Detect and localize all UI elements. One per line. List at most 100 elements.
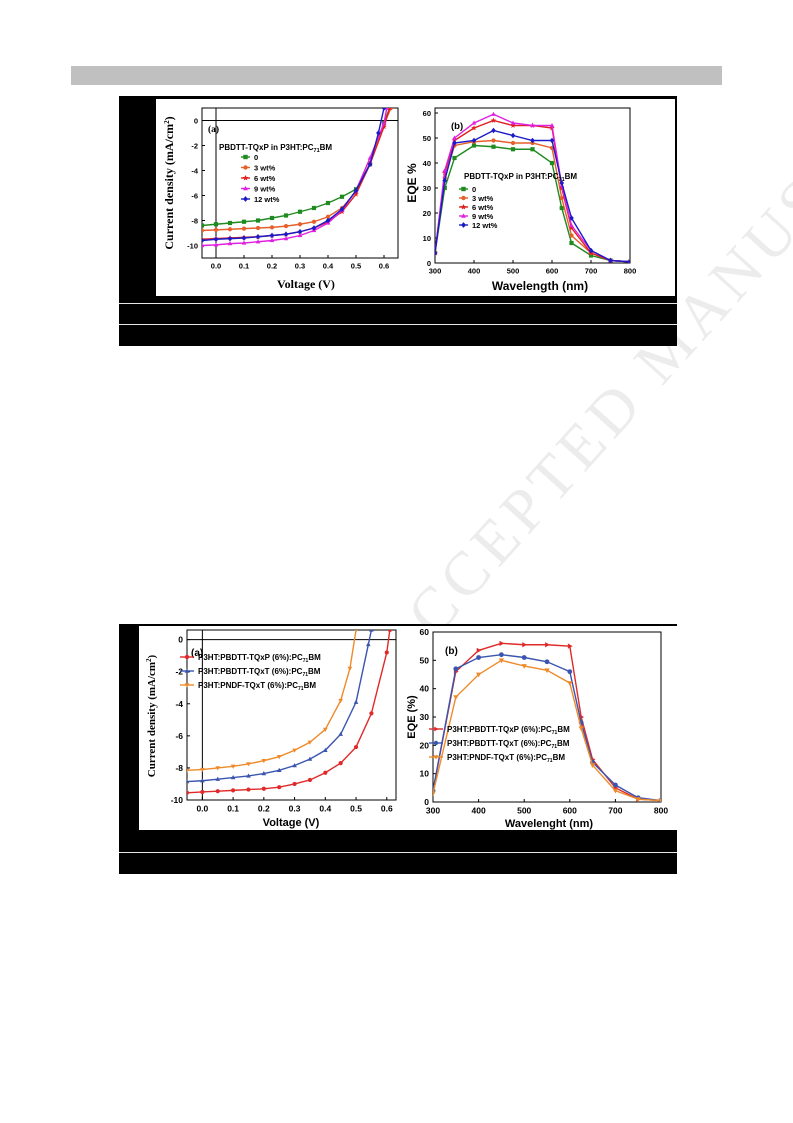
series-line xyxy=(433,659,661,802)
legend-marker xyxy=(461,195,466,201)
data-point xyxy=(213,222,219,227)
data-point xyxy=(227,241,233,246)
data-point xyxy=(491,144,496,149)
data-point xyxy=(323,770,328,775)
data-point xyxy=(292,748,297,753)
panel-tag: (a) xyxy=(191,648,203,659)
data-point xyxy=(277,785,282,790)
legend-marker xyxy=(184,654,190,660)
x-tick-label: 0.2 xyxy=(267,262,277,271)
data-point xyxy=(569,240,574,246)
data-point xyxy=(339,194,345,199)
data-point xyxy=(246,773,251,778)
data-point xyxy=(213,227,219,232)
legend-marker xyxy=(461,222,466,228)
legend-marker xyxy=(461,213,466,218)
data-point xyxy=(283,231,289,237)
data-point xyxy=(187,779,190,784)
data-point xyxy=(627,259,630,263)
data-point xyxy=(227,227,233,232)
legend-label: 3 wt% xyxy=(254,164,276,173)
data-point xyxy=(269,225,275,230)
data-point xyxy=(269,237,275,243)
legend-label: P3HT:PBDTT-TQxP (6%):PC71BM xyxy=(198,653,321,664)
series-line xyxy=(433,642,661,802)
data-point xyxy=(442,177,448,184)
data-point xyxy=(325,214,331,219)
data-point xyxy=(230,764,236,769)
y-tick-label: -8 xyxy=(175,763,183,773)
data-point xyxy=(297,209,303,214)
data-point xyxy=(347,666,353,672)
series-0 xyxy=(435,143,630,263)
x-tick-label: 600 xyxy=(563,806,577,816)
data-point xyxy=(366,641,371,647)
y-tick-label: 0 xyxy=(424,797,429,807)
series-2 xyxy=(187,630,358,773)
data-point xyxy=(261,759,267,764)
series-line xyxy=(435,139,630,263)
data-point xyxy=(510,132,516,139)
x-tick-label: 0.4 xyxy=(323,262,334,271)
series-1 xyxy=(202,108,394,233)
series-2 xyxy=(433,658,661,802)
data-point xyxy=(442,185,447,191)
data-point xyxy=(200,789,205,795)
legend: P3HT:PBDTT-TQxP (6%):PC71BM P3HT:PBDTT-TQ… xyxy=(429,725,570,764)
data-point xyxy=(215,766,221,771)
figure-2: 0.0 0.1 0.2 0.3 0.4 0.5 0.6 0 -2 -4 -6 -8 -10 (a) P3… xyxy=(119,624,677,874)
legend-label: 9 wt% xyxy=(254,185,276,194)
y-axis-label: EQE (%) xyxy=(406,695,418,739)
legend-marker xyxy=(434,726,439,732)
x-tick-label: 0.1 xyxy=(227,804,239,814)
legend-item: 6 wt% xyxy=(459,203,494,212)
y-tick-label: -10 xyxy=(171,795,184,805)
x-axis-label: Voltage (V) xyxy=(277,277,335,291)
y-tick-label: 10 xyxy=(420,769,430,779)
data-point xyxy=(608,257,613,263)
data-point xyxy=(311,225,317,231)
series-line xyxy=(187,630,357,772)
data-point xyxy=(569,215,574,221)
figure-2-svg: 0.0 0.1 0.2 0.3 0.4 0.5 0.6 0 -2 -4 -6 -8 -10 (a) P3… xyxy=(145,627,668,830)
legend-marker xyxy=(184,683,190,688)
x-tick-label: 700 xyxy=(608,806,622,816)
data-point xyxy=(613,782,618,788)
data-point xyxy=(261,786,266,791)
y-tick-label: 0 xyxy=(178,635,183,645)
data-point xyxy=(322,747,328,752)
legend-item: P3HT:PNDF-TQxT (6%):PC71BM xyxy=(180,681,316,692)
data-point xyxy=(567,643,573,649)
data-point xyxy=(510,147,516,152)
data-point xyxy=(381,120,387,125)
x-tick-label: 0.2 xyxy=(258,804,270,814)
panel-b: 300 400 500 600 700 800 0 10 20 30 40 50 60 (b) P3HT… xyxy=(406,627,668,830)
series-line xyxy=(202,108,385,242)
x-tick-label: 400 xyxy=(472,806,486,816)
data-point xyxy=(499,640,505,646)
caption-rule xyxy=(119,303,677,304)
data-point xyxy=(544,659,550,665)
figure-1: 0.0 0.1 0.2 0.3 0.4 0.5 0.6 0 -2 -4 -6 -8 -10 (a) PB… xyxy=(119,96,677,346)
data-point xyxy=(433,791,436,797)
data-point xyxy=(491,138,496,143)
y-tick-label: -8 xyxy=(191,217,198,226)
legend-label: P3HT:PBDTT-TQxT (6%):PC71BM xyxy=(447,739,570,750)
series-0 xyxy=(202,108,392,228)
y-tick-label: 20 xyxy=(420,740,430,750)
legend-label: P3HT:PNDF-TQxT (6%):PC71BM xyxy=(447,753,565,764)
data-point xyxy=(227,235,233,242)
data-point xyxy=(311,205,317,211)
figure-1-canvas: 0.0 0.1 0.2 0.3 0.4 0.5 0.6 0 -2 -4 -6 -8 -10 (a) PB… xyxy=(156,99,675,296)
legend-marker xyxy=(433,755,439,760)
x-tick-label: 700 xyxy=(585,267,598,276)
panel-tag: (a) xyxy=(208,124,219,135)
data-point xyxy=(353,744,359,750)
data-point xyxy=(255,234,261,240)
data-point xyxy=(241,219,247,224)
data-point xyxy=(381,123,387,130)
data-point xyxy=(292,762,297,768)
data-point xyxy=(246,787,251,792)
x-tick-label: 0.0 xyxy=(211,262,221,271)
legend-marker xyxy=(243,196,248,202)
